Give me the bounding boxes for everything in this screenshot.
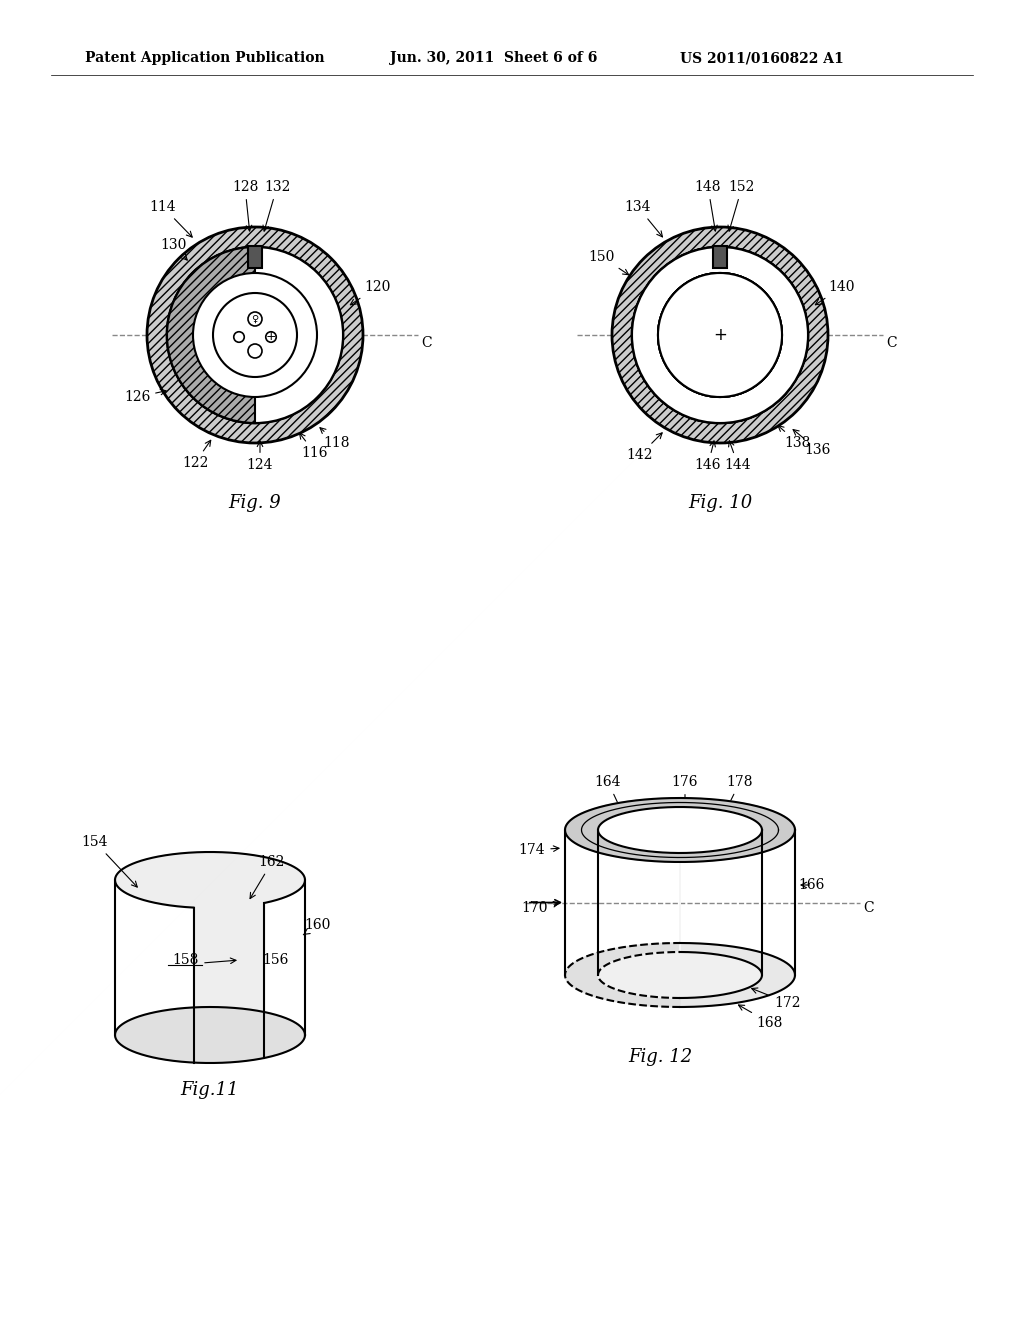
Text: 144: 144 — [725, 441, 752, 473]
Text: Patent Application Publication: Patent Application Publication — [85, 51, 325, 65]
Wedge shape — [167, 247, 255, 422]
Circle shape — [167, 247, 343, 422]
Text: 158: 158 — [172, 953, 199, 968]
Polygon shape — [565, 799, 795, 862]
Text: 136: 136 — [794, 429, 831, 457]
Text: 124: 124 — [247, 441, 273, 473]
Text: US 2011/0160822 A1: US 2011/0160822 A1 — [680, 51, 844, 65]
Text: 138: 138 — [778, 425, 811, 450]
Text: Fig. 10: Fig. 10 — [688, 494, 752, 512]
Text: C: C — [886, 337, 897, 350]
Circle shape — [147, 227, 362, 444]
Text: 140: 140 — [815, 280, 855, 305]
Circle shape — [233, 331, 245, 342]
Text: 120: 120 — [350, 280, 390, 305]
Text: 176: 176 — [672, 775, 698, 804]
Text: 168: 168 — [738, 1005, 783, 1030]
Circle shape — [266, 331, 276, 342]
Circle shape — [632, 247, 808, 422]
Polygon shape — [680, 799, 795, 1007]
Text: ♀: ♀ — [252, 314, 259, 323]
Circle shape — [658, 273, 782, 397]
Text: 134: 134 — [625, 201, 663, 236]
Polygon shape — [115, 1007, 305, 1063]
Circle shape — [658, 273, 782, 397]
Circle shape — [632, 247, 808, 422]
Circle shape — [658, 273, 782, 397]
Polygon shape — [598, 952, 762, 998]
Text: 132: 132 — [263, 180, 290, 231]
Circle shape — [658, 273, 782, 397]
Text: Jun. 30, 2011  Sheet 6 of 6: Jun. 30, 2011 Sheet 6 of 6 — [390, 51, 597, 65]
Circle shape — [612, 227, 828, 444]
Polygon shape — [115, 851, 305, 1063]
Text: Fig.11: Fig.11 — [181, 1081, 240, 1100]
Circle shape — [167, 247, 343, 422]
Circle shape — [632, 247, 808, 422]
Text: C: C — [421, 337, 432, 350]
Circle shape — [193, 273, 317, 397]
Text: 162: 162 — [250, 855, 286, 899]
Text: 146: 146 — [694, 441, 721, 473]
Bar — [713, 246, 727, 268]
Text: Fig. 9: Fig. 9 — [228, 494, 282, 512]
Text: 150: 150 — [589, 249, 629, 275]
Circle shape — [248, 345, 262, 358]
Text: 154: 154 — [82, 836, 137, 887]
Text: Fig. 12: Fig. 12 — [628, 1048, 692, 1067]
Text: 160: 160 — [303, 917, 331, 935]
Text: 122: 122 — [182, 441, 211, 470]
Text: 148: 148 — [694, 180, 721, 231]
Text: 130: 130 — [160, 238, 187, 260]
Polygon shape — [565, 799, 680, 1007]
Text: 114: 114 — [150, 201, 193, 238]
Text: 152: 152 — [728, 180, 755, 231]
Text: 118: 118 — [319, 428, 350, 450]
Text: 164: 164 — [595, 775, 634, 837]
Polygon shape — [598, 807, 762, 853]
Text: 116: 116 — [299, 433, 329, 459]
Text: 174: 174 — [519, 843, 559, 857]
Text: 128: 128 — [231, 180, 258, 231]
Text: 178: 178 — [727, 775, 754, 808]
Text: 126: 126 — [124, 389, 166, 404]
Polygon shape — [680, 807, 762, 998]
Circle shape — [213, 293, 297, 378]
Text: 166: 166 — [799, 878, 825, 892]
Text: +: + — [265, 330, 276, 343]
Text: 156: 156 — [262, 953, 289, 968]
Text: +: + — [713, 326, 727, 345]
Text: 170: 170 — [522, 900, 559, 915]
Text: 142: 142 — [627, 433, 663, 462]
Text: 172: 172 — [752, 987, 801, 1010]
Text: C: C — [863, 902, 873, 916]
Bar — [248, 246, 262, 268]
Circle shape — [632, 247, 808, 422]
Circle shape — [248, 312, 262, 326]
